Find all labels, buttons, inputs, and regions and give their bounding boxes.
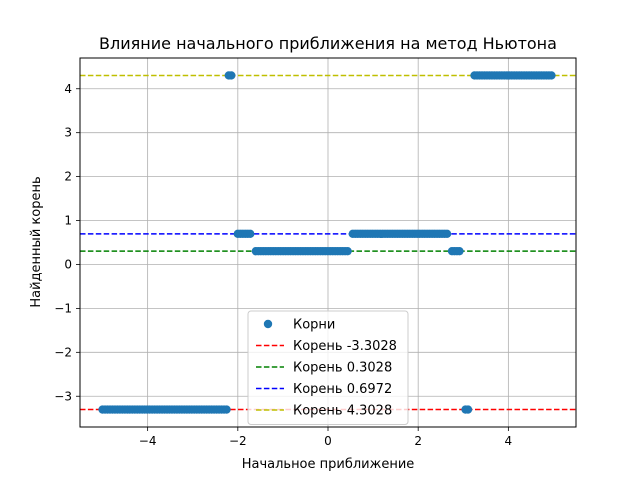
y-tick-label: 1 [64, 214, 72, 228]
data-point [246, 229, 255, 239]
data-point [442, 229, 452, 239]
legend-marker [263, 319, 273, 329]
y-tick-label: −3 [54, 389, 72, 403]
legend-label: Корень 0.3028 [293, 361, 392, 376]
x-tick-label: −2 [229, 434, 247, 448]
scatter-points [98, 71, 556, 414]
data-point [227, 71, 236, 80]
data-point [463, 405, 473, 414]
y-tick-label: 3 [64, 126, 72, 140]
legend-label: Корень 4.3028 [293, 404, 392, 419]
data-point [455, 246, 464, 256]
y-tick-label: −1 [54, 301, 72, 315]
x-axis-ticks: −4 −2 0 2 4 [139, 427, 512, 448]
y-tick-label: 2 [64, 170, 72, 184]
legend-label: Корень 0.6972 [293, 382, 392, 397]
x-tick-label: −4 [139, 434, 157, 448]
y-axis-ticks: −3 −2 −1 0 1 2 3 4 [54, 82, 80, 403]
legend-box [247, 310, 409, 425]
y-tick-label: 4 [64, 82, 72, 96]
y-axis-label: Найденный корень [29, 176, 44, 307]
legend-label: Корень -3.3028 [293, 339, 397, 354]
x-tick-label: 0 [324, 434, 332, 448]
y-tick-label: −2 [54, 345, 72, 359]
y-tick-label: 0 [64, 257, 72, 271]
data-point [547, 71, 556, 80]
data-point [343, 246, 352, 256]
x-axis-label: Начальное приближение [242, 457, 415, 472]
x-tick-label: 2 [414, 434, 422, 448]
chart-title: Влияние начального приближения на метод … [99, 34, 557, 53]
legend: Корни Корень -3.3028 Корень 0.3028 Корень 0… [247, 310, 409, 425]
data-point [222, 405, 231, 414]
x-tick-label: 4 [505, 434, 513, 448]
legend-label: Корни [293, 318, 335, 333]
